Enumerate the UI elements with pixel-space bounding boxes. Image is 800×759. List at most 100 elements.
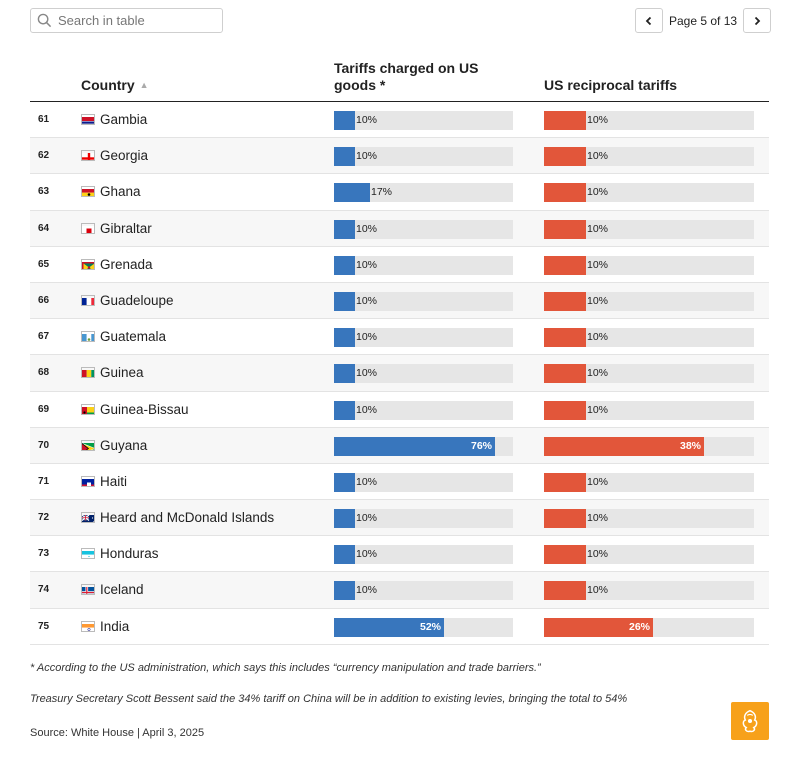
- table-row: 61 Gambia 10% 10%: [30, 102, 769, 139]
- iceland-flag-icon: [81, 584, 95, 596]
- tariffs-charged-bar: [334, 328, 355, 348]
- tariffs-charged-label: 10%: [356, 294, 378, 307]
- tariffs-charged-bar-track: 10%: [334, 291, 513, 311]
- reciprocal-tariffs-label: 10%: [587, 584, 609, 597]
- al-jazeera-logo-icon: [731, 702, 769, 740]
- tariffs-charged-bar-track: 10%: [334, 400, 513, 420]
- tariffs-charged-bar: [334, 219, 355, 239]
- country-name: Guinea: [100, 365, 144, 381]
- reciprocal-tariffs-label: 10%: [587, 186, 609, 199]
- country-name: Guyana: [100, 437, 148, 453]
- country-name: Guadeloupe: [100, 292, 174, 308]
- reciprocal-tariffs-bar: [544, 255, 586, 275]
- tariffs-charged-bar-track: 52%: [334, 617, 513, 637]
- georgia-flag-icon: [81, 150, 95, 162]
- sort-ascending-icon[interactable]: ▲: [139, 80, 149, 90]
- row-rank: 69: [38, 403, 50, 415]
- row-rank: 62: [38, 150, 50, 162]
- row-rank: 70: [38, 439, 50, 451]
- ghana-flag-icon: [81, 186, 95, 198]
- tariffs-charged-bar: [334, 617, 444, 637]
- tariffs-charged-bar-track: 10%: [334, 581, 513, 601]
- reciprocal-tariffs-label: 10%: [587, 150, 609, 163]
- table-row: 72 Heard and McDonald Islands 10% 10%: [30, 500, 769, 537]
- row-rank: 74: [38, 584, 50, 596]
- tariffs-charged-bar-track: 76%: [334, 436, 513, 456]
- reciprocal-tariffs-bar-track: 10%: [544, 472, 754, 492]
- reciprocal-tariffs-label: 26%: [628, 620, 650, 633]
- tariffs-charged-bar-track: 10%: [334, 364, 513, 384]
- reciprocal-tariffs-bar: [544, 617, 653, 637]
- country-name: Gibraltar: [100, 220, 152, 236]
- country-name: Georgia: [100, 148, 149, 164]
- tariffs-charged-bar-track: 10%: [334, 147, 513, 167]
- chevron-left-icon: [645, 16, 652, 25]
- country-name: Guinea-Bissau: [100, 401, 189, 417]
- country-name: Gambia: [100, 112, 148, 127]
- tariffs-charged-column-header: Tariffs charged on US goods *: [334, 60, 479, 93]
- tariffs-charged-bar-track: 10%: [334, 219, 513, 239]
- reciprocal-tariffs-label: 10%: [587, 475, 609, 488]
- row-rank: 66: [38, 294, 50, 306]
- tariffs-charged-bar: [334, 147, 355, 167]
- reciprocal-tariffs-bar-track: 38%: [544, 436, 754, 456]
- tariffs-charged-label: 10%: [356, 258, 378, 271]
- table-body: 61 Gambia 10% 10% 62 Georgia 10% 10% 63 …: [30, 102, 769, 645]
- reciprocal-tariffs-bar: [544, 219, 586, 239]
- country-name: Guatemala: [100, 329, 167, 345]
- row-rank: 67: [38, 331, 50, 343]
- india-flag-icon: [81, 620, 95, 632]
- reciprocal-tariffs-bar: [544, 581, 586, 601]
- chevron-right-icon: [754, 16, 761, 25]
- row-rank: 65: [38, 258, 50, 270]
- tariffs-charged-label: 17%: [371, 186, 393, 199]
- country-column-header[interactable]: Country ▲: [81, 77, 149, 94]
- reciprocal-tariffs-label: 10%: [587, 294, 609, 307]
- tariffs-charged-label: 10%: [356, 222, 378, 235]
- row-rank: 68: [38, 367, 50, 379]
- reciprocal-tariffs-label: 10%: [587, 548, 609, 561]
- reciprocal-tariffs-bar: [544, 291, 586, 311]
- grenada-flag-icon: [81, 258, 95, 270]
- table-row: 62 Georgia 10% 10%: [30, 138, 769, 175]
- previous-page-button[interactable]: [635, 8, 663, 33]
- country-name: Ghana: [100, 184, 141, 200]
- row-rank: 73: [38, 548, 50, 560]
- reciprocal-tariffs-bar: [544, 364, 586, 384]
- tariffs-charged-bar-track: 10%: [334, 545, 513, 565]
- tariffs-charged-label: 10%: [356, 584, 378, 597]
- tariffs-charged-label: 10%: [356, 512, 378, 525]
- guyana-flag-icon: [81, 439, 95, 451]
- search-box[interactable]: [30, 8, 223, 33]
- tariffs-charged-label: 10%: [356, 548, 378, 561]
- reciprocal-tariffs-bar-track: 10%: [544, 219, 754, 239]
- tariffs-charged-bar-track: 10%: [334, 328, 513, 348]
- tariffs-charged-label: 10%: [356, 331, 378, 344]
- reciprocal-tariffs-bar-track: 10%: [544, 545, 754, 565]
- next-page-button[interactable]: [743, 8, 772, 33]
- search-input[interactable]: [58, 13, 218, 28]
- tariffs-charged-label: 52%: [419, 620, 441, 633]
- guatemala-flag-icon: [81, 331, 95, 343]
- reciprocal-tariffs-label: 38%: [679, 439, 701, 452]
- reciprocal-tariffs-bar-track: 10%: [544, 147, 754, 167]
- tariffs-charged-bar: [334, 400, 355, 420]
- guadeloupe-flag-icon: [81, 294, 95, 306]
- tariffs-charged-bar: [334, 509, 355, 529]
- reciprocal-tariffs-bar-track: 10%: [544, 328, 754, 348]
- haiti-flag-icon: [81, 475, 95, 487]
- country-name: Honduras: [100, 546, 159, 562]
- reciprocal-tariffs-bar-track: 10%: [544, 111, 754, 130]
- tariffs-charged-label: 10%: [356, 367, 378, 380]
- table-row: 74 Iceland 10% 10%: [30, 572, 769, 609]
- table-row: 64 Gibraltar 10% 10%: [30, 210, 769, 247]
- tariffs-charged-label: 10%: [356, 150, 378, 163]
- tariffs-charged-label: 10%: [356, 403, 378, 416]
- reciprocal-tariffs-bar-track: 10%: [544, 364, 754, 384]
- country-name: Iceland: [100, 582, 144, 598]
- tariffs-charged-bar-track: 10%: [334, 472, 513, 492]
- footnote-currency: * According to the US administration, wh…: [30, 662, 541, 674]
- country-header-label: Country: [81, 77, 135, 93]
- reciprocal-tariffs-bar: [544, 328, 586, 348]
- reciprocal-tariffs-label: 10%: [587, 403, 609, 416]
